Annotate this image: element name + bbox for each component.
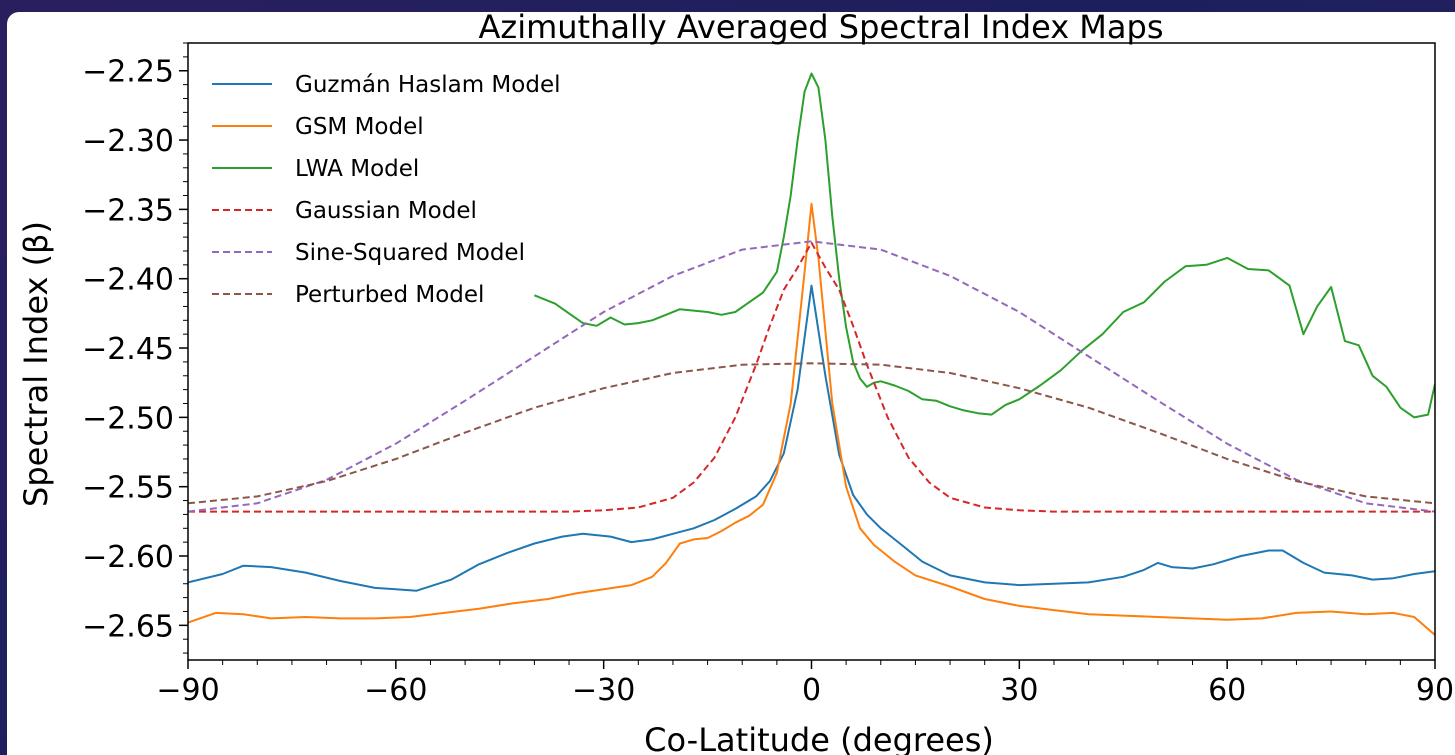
legend-label: GSM Model [295,114,424,140]
axes: −90 −60 −30 0 30 60 90 −2.65 −2.60 −2.55 −2.50 −2.4… [82,42,1454,708]
x-tick-label: −60 [364,673,427,708]
spectral-index-chart: Azimuthally Averaged Spectral Index Maps… [17,12,1454,755]
legend-label: LWA Model [295,156,419,182]
plot-lines [188,72,1435,636]
series-line-1 [188,202,1435,636]
y-tick-label: −2.45 [82,332,174,367]
legend-label: Guzmán Haslam Model [295,72,561,98]
legend-label: Sine-Squared Model [295,240,525,266]
x-axis-title: Co-Latitude (degrees) [644,721,994,755]
legend-label: Perturbed Model [295,282,484,308]
x-tick-label: 60 [1208,673,1246,708]
y-tick-label: −2.60 [82,540,174,575]
series-line-2 [534,72,1435,419]
y-tick-label: −2.55 [82,471,174,506]
x-tick-label: −90 [156,673,219,708]
y-tick-label: −2.40 [82,263,174,298]
series-line-4 [188,240,1435,513]
series-line-0 [188,284,1435,592]
y-tick-label: −2.65 [82,609,174,644]
chart-panel: Azimuthally Averaged Spectral Index Maps… [7,12,1455,755]
legend: Guzmán Haslam Model GSM Model LWA Model Gau… [212,72,561,308]
y-tick-label: −2.25 [82,55,174,90]
y-tick-label: −2.35 [82,193,174,228]
y-tick-label: −2.50 [82,401,174,436]
series-line-5 [188,362,1435,505]
chart-title: Azimuthally Averaged Spectral Index Maps [479,12,1164,46]
legend-label: Gaussian Model [295,198,477,224]
x-tick-label: 0 [802,673,821,708]
x-tick-label: −30 [572,673,635,708]
y-tick-label: −2.30 [82,124,174,159]
series-line-3 [188,241,1435,513]
x-tick-label: 30 [1000,673,1038,708]
y-axis-title: Spectral Index (β) [17,221,55,507]
x-tick-label: 90 [1416,673,1454,708]
